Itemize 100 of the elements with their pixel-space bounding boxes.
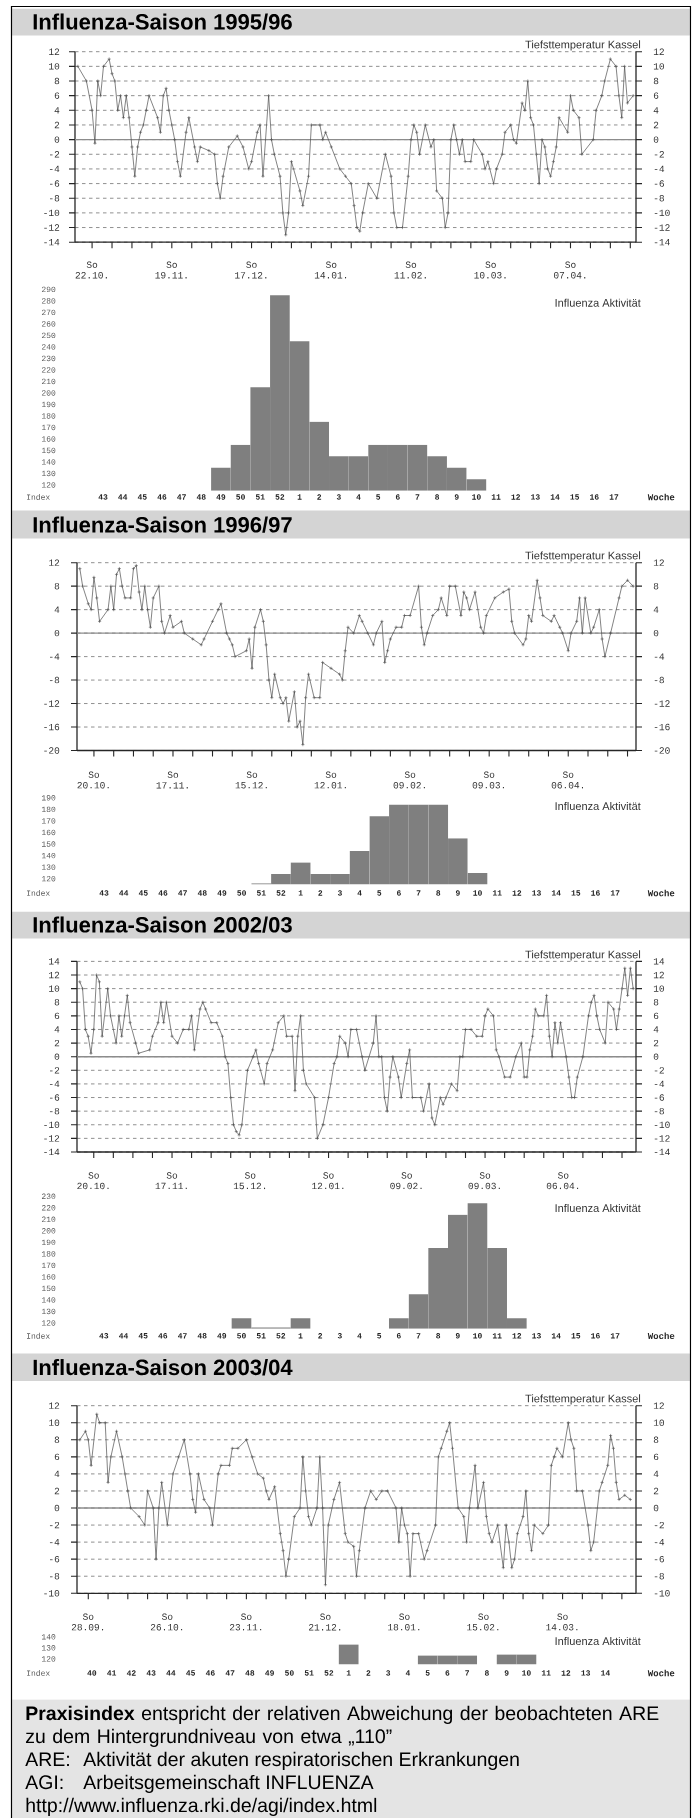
chart-subtitle: Tiefsttemperatur Kassel [525, 40, 641, 51]
y-tick-label: -2 [49, 151, 60, 158]
x-tick-label: 44 [166, 1670, 176, 1676]
x-tick-label: 9 [455, 1333, 460, 1339]
y-tick-label: 130 [41, 1645, 56, 1651]
x-tick-label: 45 [138, 1333, 148, 1339]
y-tick-label: 180 [41, 1251, 56, 1257]
x-tick-label: So 15.12. [233, 1172, 266, 1190]
x-tick-label: 48 [245, 1670, 255, 1676]
y-tick-label: 2 [54, 1039, 60, 1047]
x-tick-label: So 15.12. [235, 771, 267, 789]
y-tick-label: 120 [41, 1656, 56, 1662]
y-tick-label: 2 [653, 1487, 659, 1495]
x-tick-label: 42 [126, 1670, 136, 1676]
text: AGI: [25, 1775, 63, 1790]
y-tick-label: 190 [41, 1239, 56, 1246]
y-tick-label: 12 [49, 48, 60, 55]
text: ARE: [25, 1752, 69, 1766]
x-tick-label: 11 [491, 494, 501, 500]
y-tick-label: -2 [49, 1067, 60, 1074]
y-tick-label: 270 [41, 309, 56, 316]
x-tick-label: 47 [177, 1333, 187, 1339]
x-tick-label: 8 [436, 1333, 441, 1339]
y-tick-label: -12 [44, 1135, 60, 1142]
chart-title: Influenza-Saison 1996/97 [33, 516, 292, 533]
y-tick-label: 260 [41, 321, 56, 327]
y-tick-label: 8 [653, 1436, 659, 1444]
x-tick-label: 11 [492, 1333, 502, 1339]
x-tick-label: 15 [571, 1333, 581, 1339]
text: http://www.influenza.rki.de/agi/index.html [26, 1797, 377, 1817]
x-axis-title: Woche [647, 493, 675, 501]
x-tick-label: 6 [395, 494, 400, 500]
x-tick-label: So 14.01. [314, 261, 347, 279]
x-tick-label: 13 [581, 1670, 591, 1676]
y-tick-label: -14 [44, 1148, 60, 1156]
x-tick-label: 51 [256, 1333, 266, 1339]
x-tick-label: 8 [436, 890, 441, 896]
x-tick-label: 13 [532, 890, 541, 896]
x-tick-label: 52 [275, 494, 285, 500]
x-tick-label: 9 [504, 1670, 509, 1676]
x-tick-label: 9 [455, 890, 460, 896]
x-tick-label: So 14.03. [546, 1613, 578, 1631]
y-tick-label: 180 [41, 413, 56, 419]
y-tick-label: 230 [41, 355, 56, 362]
x-tick-label: 17 [610, 1333, 620, 1339]
x-tick-label: 46 [157, 494, 167, 500]
x-tick-label: 6 [397, 890, 401, 896]
y-tick-label: 8 [54, 77, 60, 85]
x-tick-label: 45 [138, 890, 148, 896]
y-tick-label: 180 [41, 806, 56, 813]
x-tick-label: 51 [304, 1670, 314, 1676]
y-axis-title: Index [26, 494, 50, 500]
x-tick-label: 49 [216, 494, 226, 500]
x-tick-label: So 06.04. [546, 1172, 579, 1190]
x-tick-label: 3 [337, 890, 342, 896]
x-tick-label: So 12.01. [312, 1172, 344, 1190]
x-tick-label: So 20.10. [77, 771, 109, 789]
y-tick-label: 250 [41, 332, 56, 339]
x-tick-label: 45 [137, 494, 147, 500]
y-tick-label: 4 [54, 1026, 60, 1033]
x-tick-label: 12 [511, 494, 521, 500]
y-tick-label: 140 [41, 1634, 56, 1640]
x-tick-label: 1 [297, 494, 302, 500]
y-tick-label: 6 [653, 1453, 659, 1461]
x-tick-label: 50 [285, 1670, 294, 1676]
y-tick-label: 8 [54, 582, 60, 590]
x-tick-label: 6 [396, 1333, 401, 1339]
x-tick-label: 47 [177, 494, 186, 500]
x-tick-label: 40 [87, 1670, 97, 1676]
y-tick-label: 140 [41, 459, 56, 465]
x-tick-label: So 06.04. [551, 771, 584, 789]
x-tick-label: So 10.03. [474, 261, 506, 279]
y-tick-label: 10 [653, 1419, 665, 1426]
chart-subtitle: Tiefsttemperatur Kassel [525, 1394, 641, 1405]
y-tick-label: 10 [49, 985, 60, 992]
x-tick-label: So 19.11. [155, 261, 187, 279]
x-tick-label: 5 [376, 494, 381, 500]
y-tick-label: 6 [54, 92, 60, 99]
x-tick-label: So 21.12. [309, 1613, 341, 1631]
x-tick-label: 11 [541, 1670, 551, 1676]
x-tick-label: 13 [531, 494, 540, 500]
y-tick-label: 0 [54, 1053, 60, 1060]
x-tick-label: 12 [512, 890, 522, 896]
x-tick-label: 5 [425, 1670, 430, 1676]
x-tick-label: 7 [465, 1670, 470, 1676]
y-tick-label: 150 [41, 841, 56, 847]
x-tick-label: 8 [484, 1670, 489, 1676]
y-tick-label: 130 [41, 470, 56, 477]
x-tick-label: 7 [416, 1333, 421, 1339]
x-tick-label: So 17.11. [156, 771, 188, 789]
y-tick-label: 190 [41, 795, 56, 801]
y-tick-label: 10 [49, 63, 60, 70]
x-tick-label: 48 [197, 890, 207, 896]
x-tick-label: 3 [386, 1670, 391, 1676]
x-tick-label: 43 [99, 890, 109, 896]
x-tick-label: 5 [377, 890, 382, 896]
y-axis-title: Index [26, 1670, 50, 1676]
y-tick-label: 120 [41, 482, 56, 488]
y-tick-label: 8 [54, 999, 60, 1006]
y-tick-label: 140 [41, 1297, 56, 1303]
